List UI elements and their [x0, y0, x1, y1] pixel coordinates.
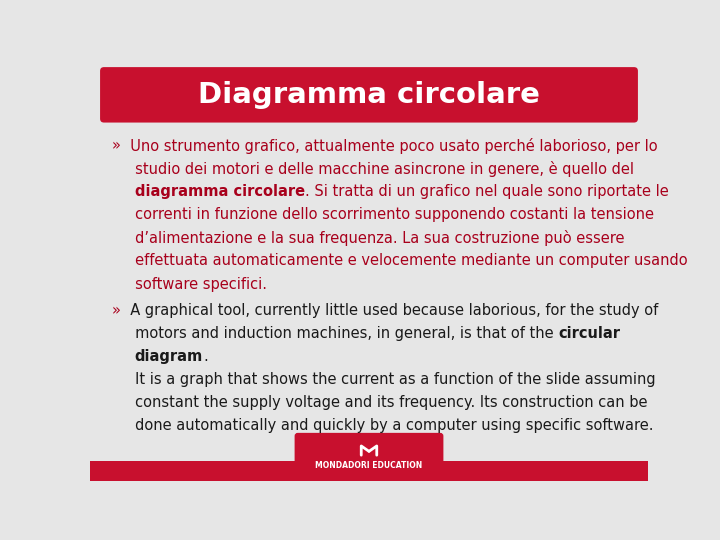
- Text: »: »: [112, 303, 120, 318]
- Text: . Si tratta di un grafico nel quale sono riportate le: . Si tratta di un grafico nel quale sono…: [305, 184, 669, 199]
- Text: software specifici.: software specifici.: [112, 276, 266, 292]
- Text: It is a graph that shows the current as a function of the slide assuming: It is a graph that shows the current as …: [112, 372, 655, 387]
- Text: diagramma circolare: diagramma circolare: [135, 184, 305, 199]
- FancyBboxPatch shape: [294, 433, 444, 484]
- Text: MONDADORI EDUCATION: MONDADORI EDUCATION: [315, 462, 423, 470]
- Text: d’alimentazione e la sua frequenza. La sua costruzione può essere: d’alimentazione e la sua frequenza. La s…: [112, 231, 624, 246]
- Text: diagram: diagram: [135, 349, 203, 364]
- Text: motors and induction machines, in general, is that of the: motors and induction machines, in genera…: [112, 326, 558, 341]
- Text: circular: circular: [558, 326, 620, 341]
- Text: .: .: [203, 349, 208, 364]
- Text: constant the supply voltage and its frequency. Its construction can be: constant the supply voltage and its freq…: [112, 395, 647, 410]
- Text: Diagramma circolare: Diagramma circolare: [198, 81, 540, 109]
- Text: correnti in funzione dello scorrimento supponendo costanti la tensione: correnti in funzione dello scorrimento s…: [112, 207, 654, 222]
- Text: »: »: [112, 138, 120, 153]
- Bar: [90, 461, 648, 481]
- Text: done automatically and quickly by a computer using specific software.: done automatically and quickly by a comp…: [112, 418, 653, 433]
- Text: Uno strumento grafico, attualmente poco usato perché laborioso, per lo: Uno strumento grafico, attualmente poco …: [120, 138, 657, 154]
- Text: A graphical tool, currently little used because laborious, for the study of: A graphical tool, currently little used …: [120, 303, 658, 318]
- Text: effettuata automaticamente e velocemente mediante un computer usando: effettuata automaticamente e velocemente…: [112, 253, 688, 268]
- FancyBboxPatch shape: [100, 67, 638, 123]
- Text: studio dei motori e delle macchine asincrone in genere, è quello del: studio dei motori e delle macchine asinc…: [112, 161, 634, 177]
